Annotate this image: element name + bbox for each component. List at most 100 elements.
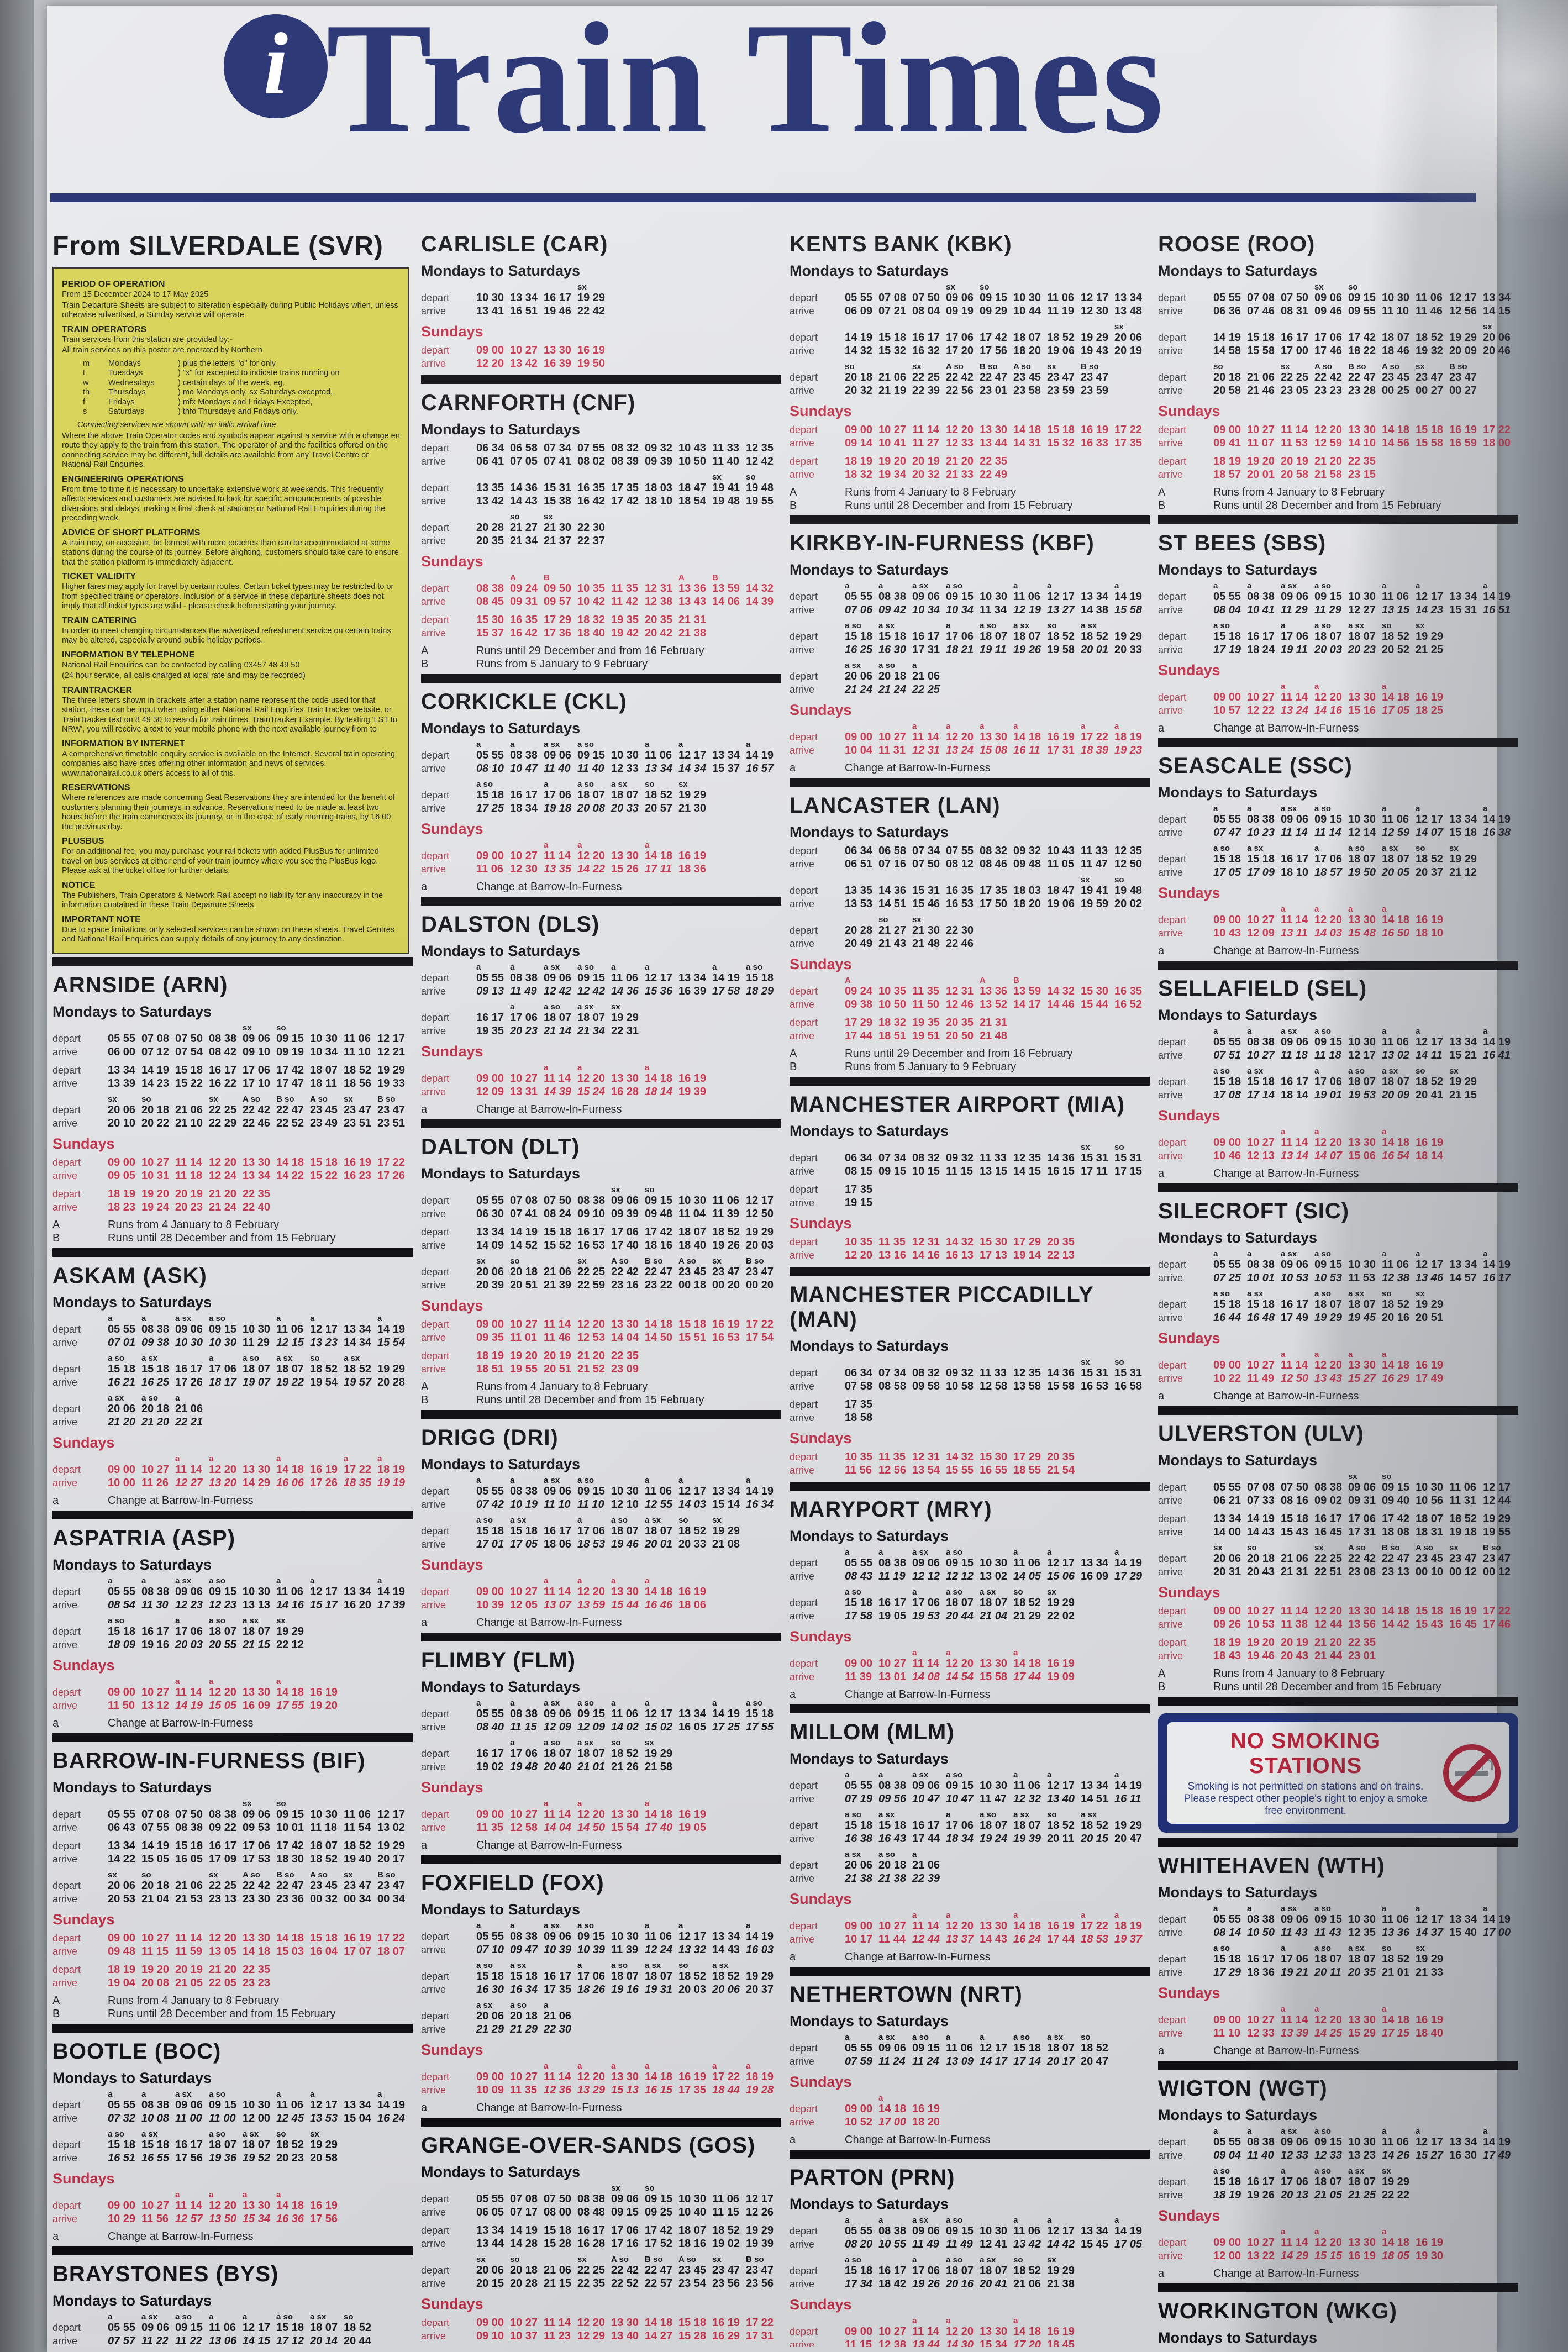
arrive-row: arrive 06 30 07 41 08 24 09 10 09 39 09 48 11 0… <box>421 1207 781 1220</box>
depart-time: 08 32 <box>611 442 639 454</box>
depart-time: 16 17 <box>141 1625 170 1638</box>
depart-time: 19 41 <box>712 482 740 494</box>
arrive-time: 07 25 <box>1213 1272 1241 1284</box>
arrive-time: 15 36 <box>645 985 673 997</box>
depart-time: 16 19 <box>678 2071 707 2083</box>
arrive-time: 07 33 <box>1247 1495 1275 1507</box>
weekday-time-group: so sx A so B so A so sx B so depart 20 18 21 06 22… <box>790 362 1150 397</box>
arrive-time: 20 13 <box>1281 2189 1309 2201</box>
flag-spacer <box>790 661 845 670</box>
arrive-time: 21 15 <box>243 1638 271 1651</box>
arrive-time: 12 31 <box>912 744 940 756</box>
depart-label: depart <box>421 1195 450 1206</box>
flag-cell: B so <box>1081 362 1099 371</box>
depart-time: 22 25 <box>209 1879 237 1892</box>
arrive-time: 13 29 <box>577 2084 606 2096</box>
depart-time: 13 30 <box>980 731 1008 743</box>
flag-spacer <box>421 513 476 521</box>
depart-time: 12 20 <box>209 1463 237 1476</box>
arrive-time: 23 13 <box>209 1892 237 1905</box>
depart-label: depart <box>1158 1954 1187 1965</box>
flag-cell <box>544 1186 577 1194</box>
depart-row: depart 05 55 08 38 09 06 09 15 11 06 12 17 13 3… <box>421 1707 781 1720</box>
arrive-time: 07 57 <box>108 2334 136 2347</box>
arrive-time: 21 01 <box>1382 1966 1410 1979</box>
arrive-time: 12 32 <box>1013 1793 1041 1805</box>
arrive-time: 10 55 <box>878 2238 907 2250</box>
arrive-time: 21 38 <box>878 1872 907 1885</box>
depart-time: 18 07 <box>1382 332 1410 344</box>
depart-time: 15 18 <box>845 1597 873 1609</box>
depart-time: 10 30 <box>980 591 1008 603</box>
info-section-heading: NOTICE <box>62 880 96 890</box>
depart-time: 20 19 <box>175 1963 203 1976</box>
flag-cell: so <box>510 1256 520 1266</box>
arrive-label: arrive <box>421 763 446 774</box>
arrive-time: 18 21 <box>946 644 974 656</box>
flag-cell: a <box>1416 1027 1420 1036</box>
arrive-label: arrive <box>52 1170 78 1181</box>
arrive-label: arrive <box>1158 306 1183 317</box>
arrive-time: 13 53 <box>845 898 873 910</box>
depart-time: 21 06 <box>544 2010 572 2022</box>
flags-row: sx so <box>790 283 1150 291</box>
flag-cell: a <box>746 1476 751 1485</box>
depart-time: 10 27 <box>510 1318 538 1330</box>
flag-cell: a sx <box>845 1850 861 1859</box>
arrive-time: 19 26 <box>912 2278 940 2290</box>
flag-cell <box>678 1799 712 1808</box>
flag-cell: A so <box>1416 1543 1433 1553</box>
depart-time: 19 29 <box>746 2224 774 2237</box>
arrive-time: 14 42 <box>1382 1618 1410 1630</box>
depart-time: 09 06 <box>611 2193 639 2205</box>
arrive-label: arrive <box>790 745 815 756</box>
depart-time: 14 19 <box>712 972 740 984</box>
flag-cell: a so <box>980 621 997 630</box>
depart-label: depart <box>790 591 818 602</box>
arrive-time: 19 01 <box>1314 1089 1343 1101</box>
arrive-time: 06 36 <box>1213 305 1241 317</box>
depart-label: depart <box>421 1525 450 1537</box>
flag-cell: a <box>1483 1027 1488 1036</box>
depart-time: 14 19 <box>1483 1036 1511 1048</box>
flag-spacer <box>790 622 845 630</box>
footnote: a Change at Barrow-In-Furness <box>1158 1167 1518 1180</box>
arrive-time: 16 28 <box>611 1086 639 1098</box>
arrive-time: 18 57 <box>1314 866 1343 878</box>
depart-time: 08 38 <box>1247 813 1275 825</box>
depart-time: 15 18 <box>845 2265 873 2277</box>
flag-cell: so <box>1382 1289 1392 1298</box>
arrive-time: 21 58 <box>1314 469 1343 481</box>
depart-row: depart 15 18 16 17 17 06 18 07 18 07 18 52 19 2… <box>790 2264 1150 2277</box>
flag-cell: a <box>678 1921 683 1930</box>
arrive-time: 21 24 <box>845 683 873 696</box>
depart-label: depart <box>421 2265 450 2276</box>
arrive-time: 16 42 <box>510 627 538 639</box>
depart-time: 09 15 <box>1314 1036 1343 1048</box>
depart-time: 15 31 <box>1114 1367 1143 1379</box>
arrive-time: 08 20 <box>845 2238 873 2250</box>
arrive-time: 20 16 <box>946 2278 974 2290</box>
sunday-time-group: depart 18 19 19 20 20 19 21 20 22 35 arrive 19 … <box>52 1963 413 1990</box>
flag-cell <box>980 1649 1013 1657</box>
depart-time: 10 27 <box>1247 1605 1275 1617</box>
depart-time: 16 17 <box>878 2265 907 2277</box>
depart-time: 23 47 <box>377 1879 406 1892</box>
arrive-time: 13 02 <box>980 1570 1008 1582</box>
weekday-time-group: a sx a so a depart 20 06 20 18 21 06 arrive 21 2… <box>52 1394 413 1429</box>
arrive-time: 18 40 <box>678 1239 707 1251</box>
flag-cell: a so <box>912 2033 929 2042</box>
depart-time: 11 33 <box>712 442 739 454</box>
flag-cell: a sx <box>243 2129 259 2139</box>
arrive-time: 17 39 <box>377 1598 406 1611</box>
depart-time: 14 19 <box>1114 2225 1143 2237</box>
flag-cell: a <box>645 2061 650 2071</box>
arrive-time: 16 30 <box>476 1983 504 1996</box>
flag-cell <box>1382 283 1416 291</box>
footnote: a Change at Barrow-In-Furness <box>421 1617 781 1629</box>
flag-cell <box>310 1799 344 1808</box>
arrive-time: 08 00 <box>544 2206 572 2218</box>
flag-cell <box>1449 1250 1483 1258</box>
depart-time: 15 18 <box>1213 1298 1241 1311</box>
